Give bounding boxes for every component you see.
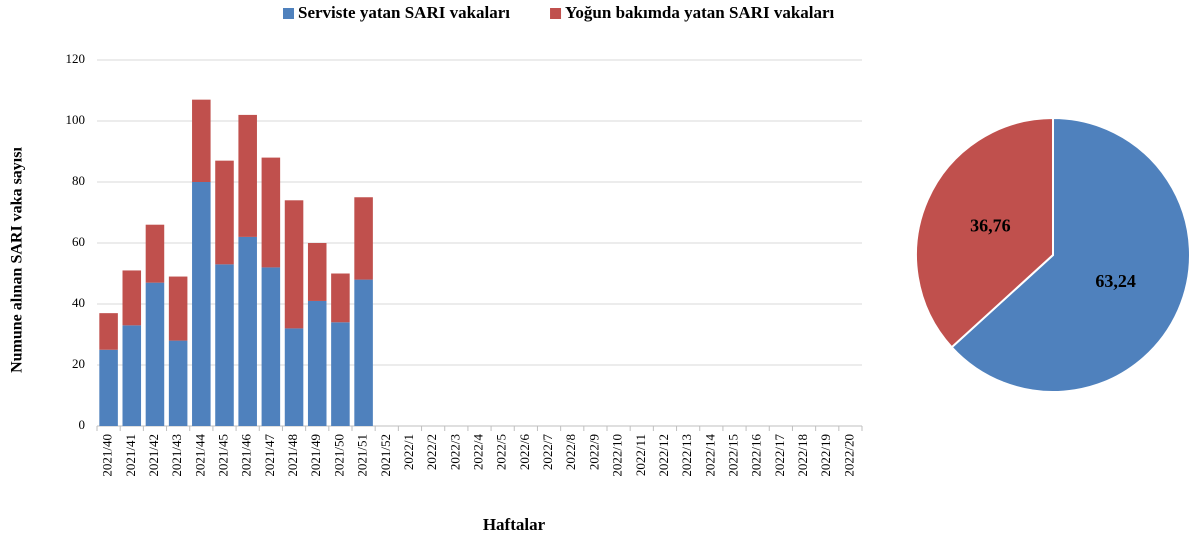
bar: [145, 282, 165, 426]
x-tick-label: 2021/41: [123, 434, 138, 477]
x-tick-label: 2022/20: [841, 434, 856, 477]
pie-label: 63,24: [1095, 271, 1136, 291]
bar: [307, 300, 327, 426]
legend-swatch: [550, 8, 562, 19]
x-tick-label: 2022/7: [540, 434, 555, 471]
x-tick-label: 2021/51: [355, 434, 370, 477]
x-tick-label: 2022/6: [517, 434, 532, 471]
x-tick-label: 2021/46: [239, 434, 254, 477]
bar: [354, 197, 373, 280]
x-tick-label: 2022/12: [656, 434, 671, 477]
bar: [307, 243, 327, 301]
x-tick-label: 2022/4: [470, 434, 485, 471]
x-tick-label: 2021/42: [146, 434, 161, 477]
bar: [284, 200, 304, 329]
bar: [99, 313, 118, 350]
x-tick-label: 2022/1: [401, 434, 416, 470]
bar: [284, 328, 304, 426]
bar: [238, 236, 257, 426]
bar: [238, 114, 257, 237]
x-tick-label: 2021/50: [331, 434, 346, 477]
x-tick-label: 2022/14: [702, 434, 717, 477]
x-tick-label: 2022/11: [633, 434, 648, 476]
bar: [215, 264, 234, 426]
y-tick-label: 120: [66, 51, 86, 66]
bar: [99, 349, 118, 426]
x-tick-label: 2022/17: [772, 434, 787, 477]
y-tick-label: 60: [72, 234, 85, 249]
x-tick-label: 2022/15: [725, 434, 740, 477]
x-tick-label: 2022/16: [749, 434, 764, 477]
bar: [261, 267, 281, 426]
y-tick-label: 80: [72, 173, 85, 188]
bar: [192, 182, 211, 426]
bar: [145, 224, 165, 283]
pie-slice: [950, 116, 1191, 393]
bar: [331, 273, 350, 323]
x-tick-label: 2021/45: [215, 434, 230, 477]
bar: [261, 157, 281, 268]
bar: [331, 322, 350, 426]
x-tick-label: 2022/18: [795, 434, 810, 477]
bar: [122, 325, 142, 426]
x-tick-label: 2021/49: [308, 434, 323, 477]
x-tick-label: 2022/9: [586, 434, 601, 470]
x-tick-label: 2021/40: [100, 434, 115, 477]
x-tick-label: 2022/2: [424, 434, 439, 470]
x-tick-label: 2021/47: [262, 434, 277, 477]
pie-slice: [915, 116, 1054, 349]
x-tick-label: 2021/43: [169, 434, 184, 477]
pie-label: 36,76: [970, 215, 1011, 235]
legend-swatch: [283, 8, 294, 19]
x-axis-title: Haftalar: [483, 515, 546, 534]
legend-label: Serviste yatan SARI vakaları: [298, 3, 510, 22]
x-tick-label: 2021/44: [192, 434, 207, 477]
legend-label: Yoğun bakımda yatan SARI vakaları: [565, 3, 835, 22]
y-tick-label: 100: [66, 112, 86, 127]
y-tick-label: 0: [79, 417, 86, 432]
x-tick-label: 2022/10: [610, 434, 625, 477]
bar: [168, 276, 188, 341]
bar: [122, 270, 142, 326]
y-axis-title: Numune alınan SARI vaka sayısı: [9, 147, 26, 373]
x-tick-label: 2022/3: [447, 434, 462, 470]
x-tick-label: 2022/19: [818, 434, 833, 477]
x-tick-label: 2022/13: [679, 434, 694, 477]
bar: [168, 340, 188, 426]
x-tick-label: 2021/48: [285, 434, 300, 477]
x-tick-label: 2021/52: [378, 434, 393, 477]
bar: [215, 160, 234, 265]
y-tick-label: 20: [72, 356, 85, 371]
bar: [192, 99, 211, 182]
y-tick-label: 40: [72, 295, 85, 310]
bar: [354, 279, 373, 426]
x-tick-label: 2022/5: [494, 434, 509, 470]
x-tick-label: 2022/8: [563, 434, 578, 470]
